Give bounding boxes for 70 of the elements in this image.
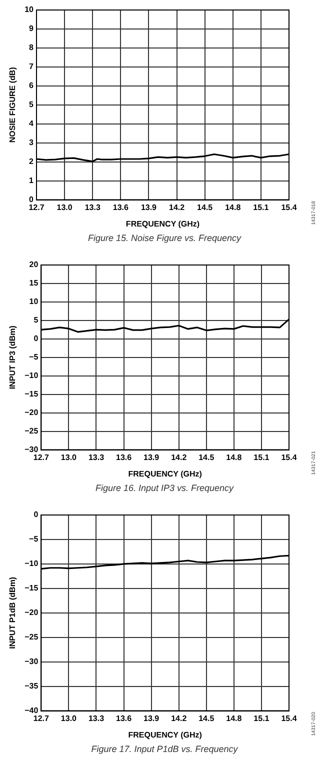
y-tick-label: 10 bbox=[24, 5, 34, 14]
x-tick-label: 12.7 bbox=[28, 202, 45, 212]
y-tick-label: −15 bbox=[24, 390, 39, 399]
x-tick-label: 14.2 bbox=[171, 714, 188, 723]
y-tick-label: 0 bbox=[34, 510, 39, 520]
y-tick-label: 3 bbox=[29, 138, 34, 148]
x-tick-label: 13.6 bbox=[112, 202, 129, 212]
y-tick-label: −40 bbox=[24, 706, 39, 716]
y-tick-label: 0 bbox=[34, 334, 39, 344]
y-tick-label: −15 bbox=[24, 584, 39, 593]
y-tick-label: −25 bbox=[24, 632, 39, 642]
x-tick-label: 12.7 bbox=[33, 714, 50, 723]
x-tick-label: 14.5 bbox=[198, 452, 215, 462]
y-tick-label: −20 bbox=[24, 608, 39, 618]
x-tick-label: 12.7 bbox=[33, 452, 50, 462]
y-tick-label: 20 bbox=[29, 260, 39, 270]
y-tick-label: 1 bbox=[29, 176, 34, 186]
x-tick-label: 14.2 bbox=[171, 452, 188, 462]
y-axis-title: INPUT P1dB (dBm) bbox=[8, 576, 18, 649]
y-tick-label: 8 bbox=[29, 43, 34, 52]
y-tick-label: −30 bbox=[24, 445, 39, 454]
x-tick-label: 15.4 bbox=[281, 714, 298, 723]
y-tick-label: 2 bbox=[29, 157, 34, 166]
y-tick-label: 9 bbox=[29, 24, 34, 34]
x-tick-label: 13.3 bbox=[88, 714, 105, 723]
y-axis-title: INPUT IP3 (dBm) bbox=[8, 325, 18, 390]
x-tick-label: 14.8 bbox=[225, 202, 242, 212]
y-tick-label: −20 bbox=[24, 408, 39, 418]
y-tick-label: −30 bbox=[24, 657, 39, 666]
text: Figure 16. Input IP3 vs. Frequency bbox=[94, 483, 235, 493]
y-tick-label: −5 bbox=[29, 352, 39, 362]
y-tick-label: −25 bbox=[24, 426, 39, 436]
x-tick-label: 13.0 bbox=[60, 452, 78, 462]
x-tick-label: 14.2 bbox=[168, 202, 186, 212]
y-axis-title: NOSIE FIGURE (dB) bbox=[8, 66, 18, 143]
x-tick-label: 13.9 bbox=[140, 202, 158, 212]
y-tick-label: 10 bbox=[29, 297, 39, 306]
x-tick-label: 13.3 bbox=[84, 202, 101, 212]
x-tick-label: 14.8 bbox=[226, 452, 242, 462]
y-tick-label: 7 bbox=[29, 62, 34, 72]
y-tick-label: −10 bbox=[24, 371, 39, 380]
y-tick-label: 4 bbox=[29, 119, 34, 128]
x-tick-label: 14.5 bbox=[197, 202, 214, 212]
x-tick-label: 13.6 bbox=[116, 452, 132, 462]
x-tick-label: 15.1 bbox=[254, 714, 270, 723]
x-tick-label: 13.9 bbox=[144, 714, 160, 723]
y-tick-label: −5 bbox=[29, 534, 39, 544]
x-tick-label: 13.3 bbox=[88, 452, 105, 462]
x-tick-label: 15.1 bbox=[254, 452, 270, 462]
y-tick-label: −35 bbox=[24, 682, 39, 691]
x-tick-label: 13.9 bbox=[144, 452, 160, 462]
y-tick-label: 15 bbox=[29, 278, 39, 288]
x-axis-title: FREQUENCY (GHz) bbox=[128, 730, 202, 740]
x-axis-title: FREQUENCY (GHz) bbox=[126, 219, 200, 228]
x-tick-label: 13.6 bbox=[116, 714, 132, 723]
x-tick-label: 15.4 bbox=[281, 202, 298, 212]
x-tick-label: 15.4 bbox=[281, 452, 298, 462]
text: Figure 17. Input P1dB vs. Frequency bbox=[90, 744, 239, 754]
x-tick-label: 14.8 bbox=[226, 714, 242, 723]
y-tick-label: 5 bbox=[34, 316, 39, 325]
x-axis-title: FREQUENCY (GHz) bbox=[128, 469, 202, 478]
x-tick-label: 13.0 bbox=[60, 714, 78, 723]
x-tick-label: 14.5 bbox=[198, 714, 215, 723]
x-tick-label: 13.0 bbox=[56, 202, 73, 212]
y-tick-label: 0 bbox=[29, 195, 34, 204]
y-tick-label: 5 bbox=[29, 100, 34, 110]
x-tick-label: 15.1 bbox=[253, 202, 270, 212]
y-tick-label: 6 bbox=[29, 81, 34, 90]
text: Figure 15. Noise Figure vs. Frequency bbox=[86, 233, 242, 243]
y-tick-label: −10 bbox=[24, 559, 39, 568]
